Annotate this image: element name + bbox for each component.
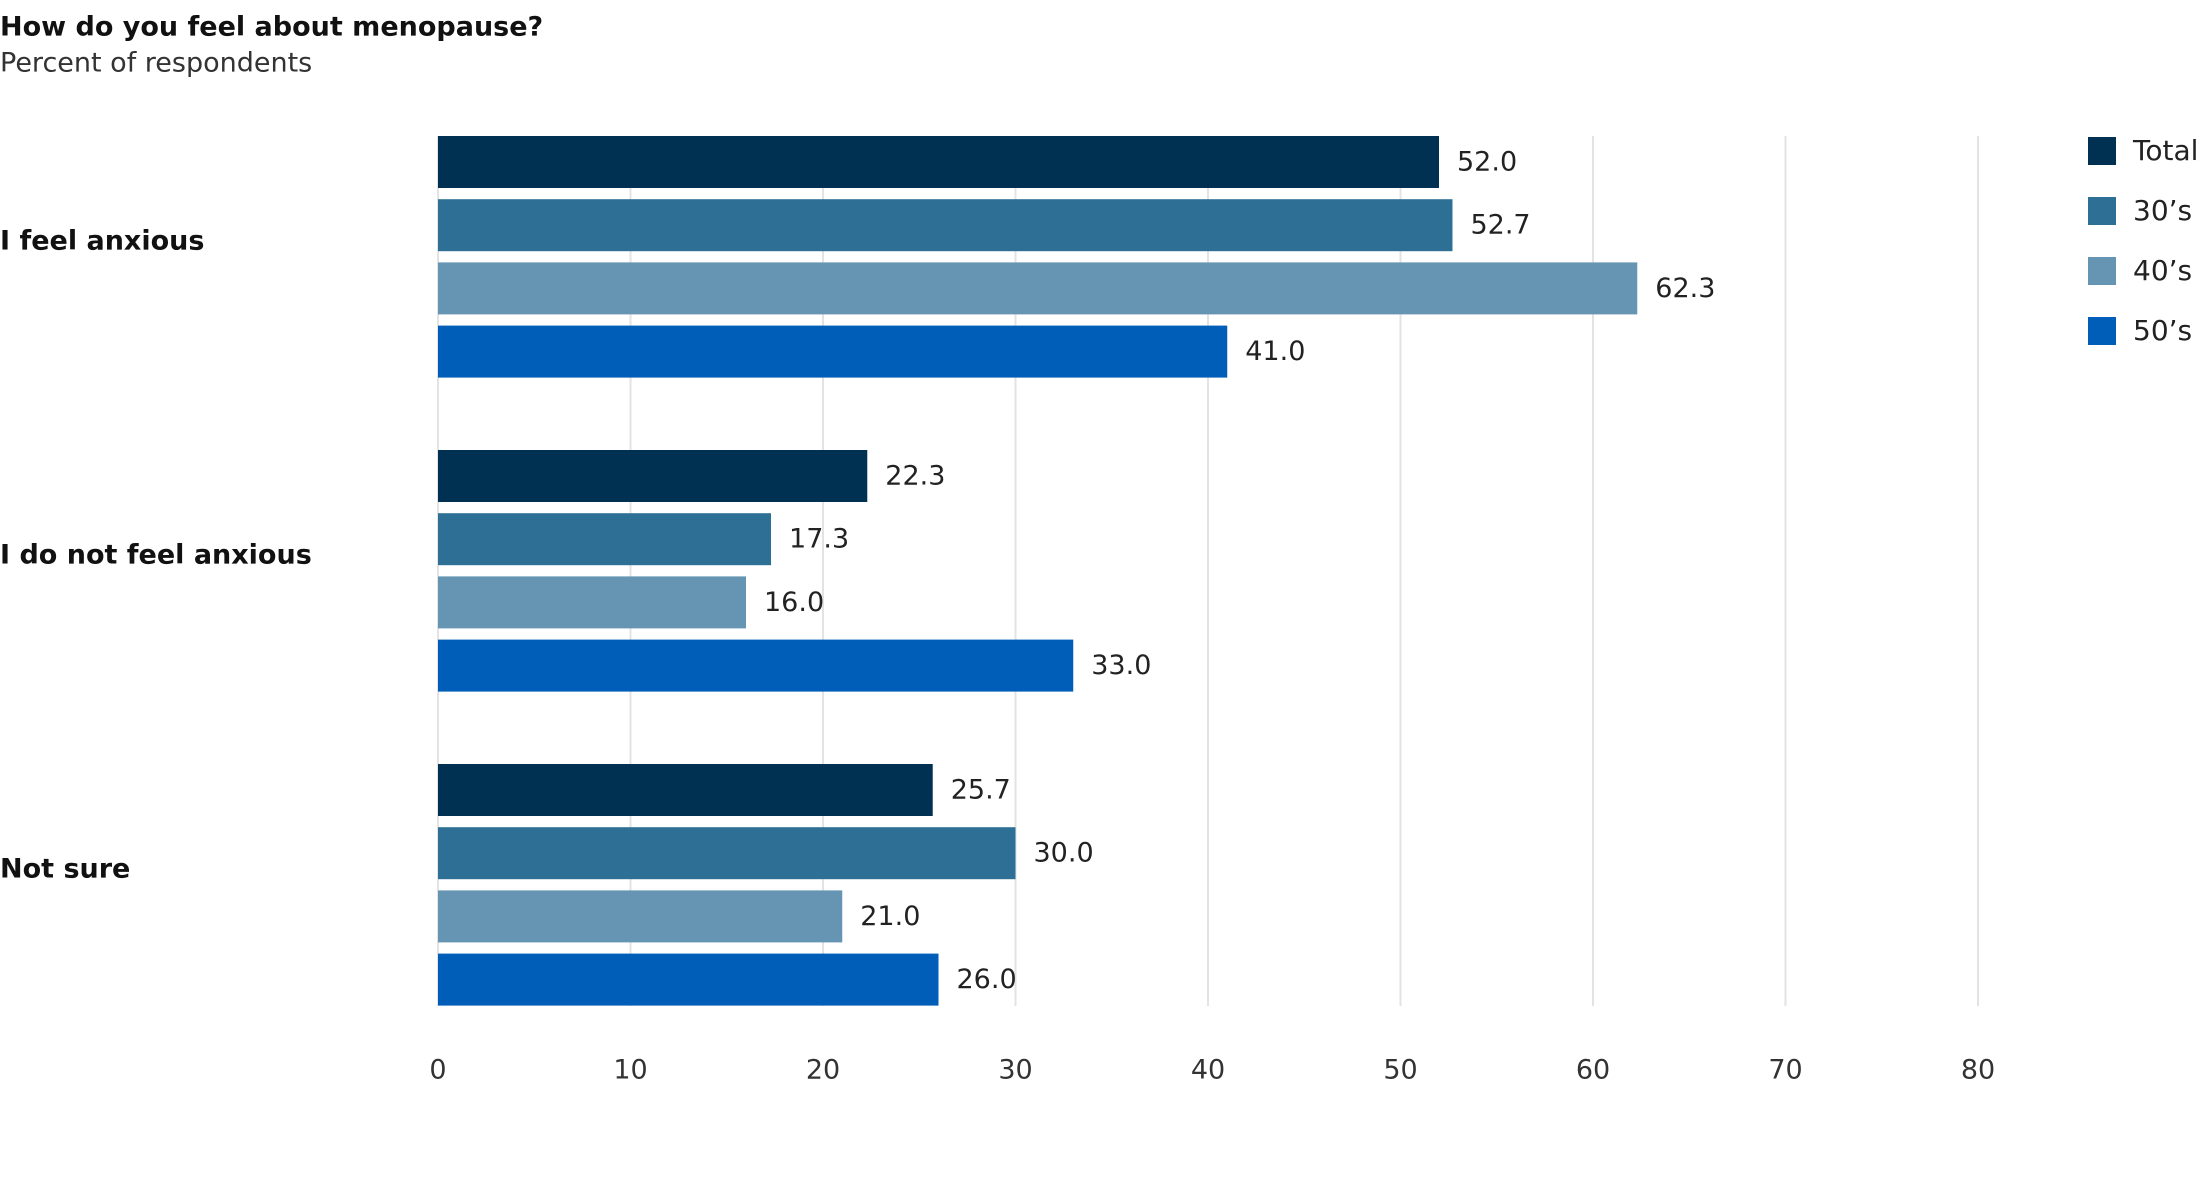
bar [438, 639, 1074, 692]
bar [438, 325, 1228, 378]
bar [438, 827, 1016, 880]
legend-swatch [2088, 197, 2116, 225]
legend-label: 50’s [2133, 314, 2192, 347]
category-label: I do not feel anxious [0, 539, 312, 570]
value-label: 22.3 [885, 461, 945, 492]
bar [438, 513, 772, 566]
value-label: 62.3 [1655, 273, 1715, 304]
bar [438, 262, 1638, 315]
x-tick-label: 70 [1768, 1055, 1802, 1086]
x-tick-label: 60 [1576, 1055, 1610, 1086]
value-label: 52.0 [1457, 147, 1517, 178]
value-label: 30.0 [1034, 838, 1094, 869]
x-tick-label: 40 [1191, 1055, 1225, 1086]
bar [438, 199, 1453, 252]
x-tick-label: 80 [1961, 1055, 1995, 1086]
x-tick-label: 10 [613, 1055, 647, 1086]
bar [438, 576, 746, 629]
x-tick-label: 30 [998, 1055, 1032, 1086]
legend-swatch [2088, 257, 2116, 285]
bar [438, 136, 1439, 188]
legend-swatch [2088, 137, 2116, 165]
category-label: I feel anxious [0, 225, 204, 256]
legend-swatch [2088, 317, 2116, 345]
chart-title: How do you feel about menopause? [0, 12, 543, 43]
x-tick-label: 0 [429, 1055, 446, 1086]
x-tick-label: 20 [806, 1055, 840, 1086]
legend-label: Total [2132, 134, 2198, 167]
value-label: 41.0 [1245, 336, 1305, 367]
chart-subtitle: Percent of respondents [0, 48, 312, 79]
bar [438, 890, 843, 943]
legend-label: 30’s [2133, 194, 2192, 227]
value-label: 25.7 [951, 775, 1011, 806]
value-label: 26.0 [957, 964, 1017, 995]
value-label: 33.0 [1091, 650, 1151, 681]
value-label: 16.0 [764, 587, 824, 618]
category-label: Not sure [0, 853, 130, 884]
bar [438, 450, 868, 502]
value-label: 17.3 [789, 524, 849, 555]
bar [438, 953, 939, 1006]
x-tick-label: 50 [1383, 1055, 1417, 1086]
value-label: 21.0 [860, 901, 920, 932]
legend-label: 40’s [2133, 254, 2192, 287]
value-label: 52.7 [1470, 210, 1530, 241]
bar [438, 764, 933, 816]
